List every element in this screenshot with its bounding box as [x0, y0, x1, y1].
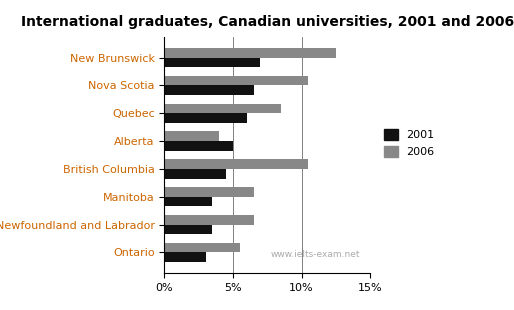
Bar [164, 86, 253, 95]
Bar [164, 113, 247, 123]
Bar [164, 252, 206, 262]
Bar [164, 76, 308, 86]
Bar [164, 197, 212, 206]
Bar [164, 58, 261, 67]
Bar [164, 104, 281, 113]
Bar [164, 224, 212, 234]
Title: International graduates, Canadian universities, 2001 and 2006: International graduates, Canadian univer… [21, 15, 514, 29]
Legend: 2001, 2006: 2001, 2006 [380, 125, 439, 162]
Bar [164, 243, 240, 252]
Bar [164, 169, 226, 179]
Bar [164, 141, 233, 151]
Bar [164, 131, 219, 141]
Bar [164, 215, 253, 224]
Bar [164, 187, 253, 197]
Text: www.ielts-exam.net: www.ielts-exam.net [270, 250, 360, 259]
Bar [164, 48, 336, 58]
Bar [164, 159, 308, 169]
